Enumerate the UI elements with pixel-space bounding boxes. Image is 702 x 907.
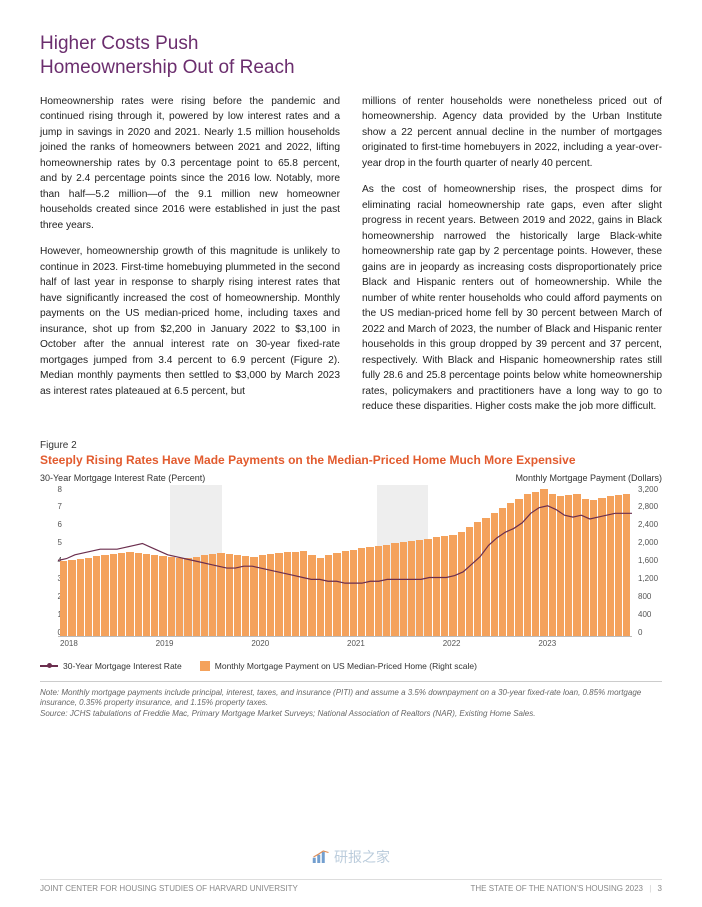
y-right-tick: 1,600 bbox=[638, 556, 658, 565]
legend-bar-swatch bbox=[200, 661, 210, 671]
section-heading: Higher Costs Push Homeownership Out of R… bbox=[40, 32, 340, 80]
chart-legend: 30-Year Mortgage Interest Rate Monthly M… bbox=[40, 661, 662, 671]
rate-line bbox=[58, 505, 632, 582]
x-tick: 2023 bbox=[536, 639, 632, 655]
y-right-tick: 0 bbox=[638, 628, 642, 637]
footer-left: JOINT CENTER FOR HOUSING STUDIES OF HARV… bbox=[40, 884, 298, 893]
page-number: 3 bbox=[658, 884, 662, 893]
paragraph: Homeownership rates were rising before t… bbox=[40, 94, 340, 234]
y-right-tick: 800 bbox=[638, 592, 651, 601]
y-right-tick: 2,000 bbox=[638, 538, 658, 547]
footer-right: THE STATE OF THE NATION'S HOUSING 2023 bbox=[470, 884, 643, 893]
line-series bbox=[58, 485, 632, 636]
combo-chart: 876543210 3,2002,8002,4002,0001,6001,200… bbox=[40, 485, 660, 655]
x-tick: 2019 bbox=[154, 639, 250, 655]
legend-item-line: 30-Year Mortgage Interest Rate bbox=[40, 661, 182, 671]
watermark-text: 研报之家 bbox=[334, 847, 390, 867]
text-columns: Homeownership rates were rising before t… bbox=[40, 94, 662, 426]
figure-2: Figure 2 Steeply Rising Rates Have Made … bbox=[40, 440, 662, 720]
column-right: millions of renter households were nonet… bbox=[362, 94, 662, 426]
y-right-tick: 2,800 bbox=[638, 502, 658, 511]
legend-line-label: 30-Year Mortgage Interest Rate bbox=[63, 661, 182, 671]
document-page: Higher Costs Push Homeownership Out of R… bbox=[0, 0, 702, 907]
footer-divider: | bbox=[649, 884, 651, 893]
y-right-tick: 3,200 bbox=[638, 485, 658, 494]
paragraph: However, homeownership growth of this ma… bbox=[40, 244, 340, 399]
x-tick: 2018 bbox=[58, 639, 154, 655]
figure-note: Note: Monthly mortgage payments include … bbox=[40, 681, 662, 720]
watermark-icon bbox=[312, 850, 330, 864]
legend-item-bar: Monthly Mortgage Payment on US Median-Pr… bbox=[200, 661, 477, 671]
y-axis-right: 3,200 2,800 2,400 2,000 1,600 1,200 800 400 0 bbox=[636, 485, 664, 637]
figure-label: Figure 2 bbox=[40, 440, 662, 451]
legend-line-swatch bbox=[40, 665, 58, 667]
y-right-tick: 2,400 bbox=[638, 520, 658, 529]
watermark: 研报之家 bbox=[312, 847, 390, 867]
x-axis: 201820192020202120222023 bbox=[58, 639, 632, 655]
left-axis-title: 30-Year Mortgage Interest Rate (Percent) bbox=[40, 473, 205, 483]
paragraph: millions of renter households were nonet… bbox=[362, 94, 662, 172]
source-text: Source: JCHS tabulations of Freddie Mac,… bbox=[40, 709, 662, 720]
axis-titles: 30-Year Mortgage Interest Rate (Percent)… bbox=[40, 473, 662, 483]
column-left: Homeownership rates were rising before t… bbox=[40, 94, 340, 426]
y-right-tick: 1,200 bbox=[638, 574, 658, 583]
y-right-tick: 400 bbox=[638, 610, 651, 619]
x-tick: 2020 bbox=[249, 639, 345, 655]
legend-bar-label: Monthly Mortgage Payment on US Median-Pr… bbox=[215, 661, 477, 671]
plot-area bbox=[58, 485, 632, 637]
right-axis-title: Monthly Mortgage Payment (Dollars) bbox=[515, 473, 662, 483]
figure-title: Steeply Rising Rates Have Made Payments … bbox=[40, 453, 662, 467]
note-text: Note: Monthly mortgage payments include … bbox=[40, 688, 662, 710]
x-tick: 2022 bbox=[441, 639, 537, 655]
page-footer: JOINT CENTER FOR HOUSING STUDIES OF HARV… bbox=[40, 879, 662, 893]
paragraph: As the cost of homeownership rises, the … bbox=[362, 182, 662, 415]
x-tick: 2021 bbox=[345, 639, 441, 655]
